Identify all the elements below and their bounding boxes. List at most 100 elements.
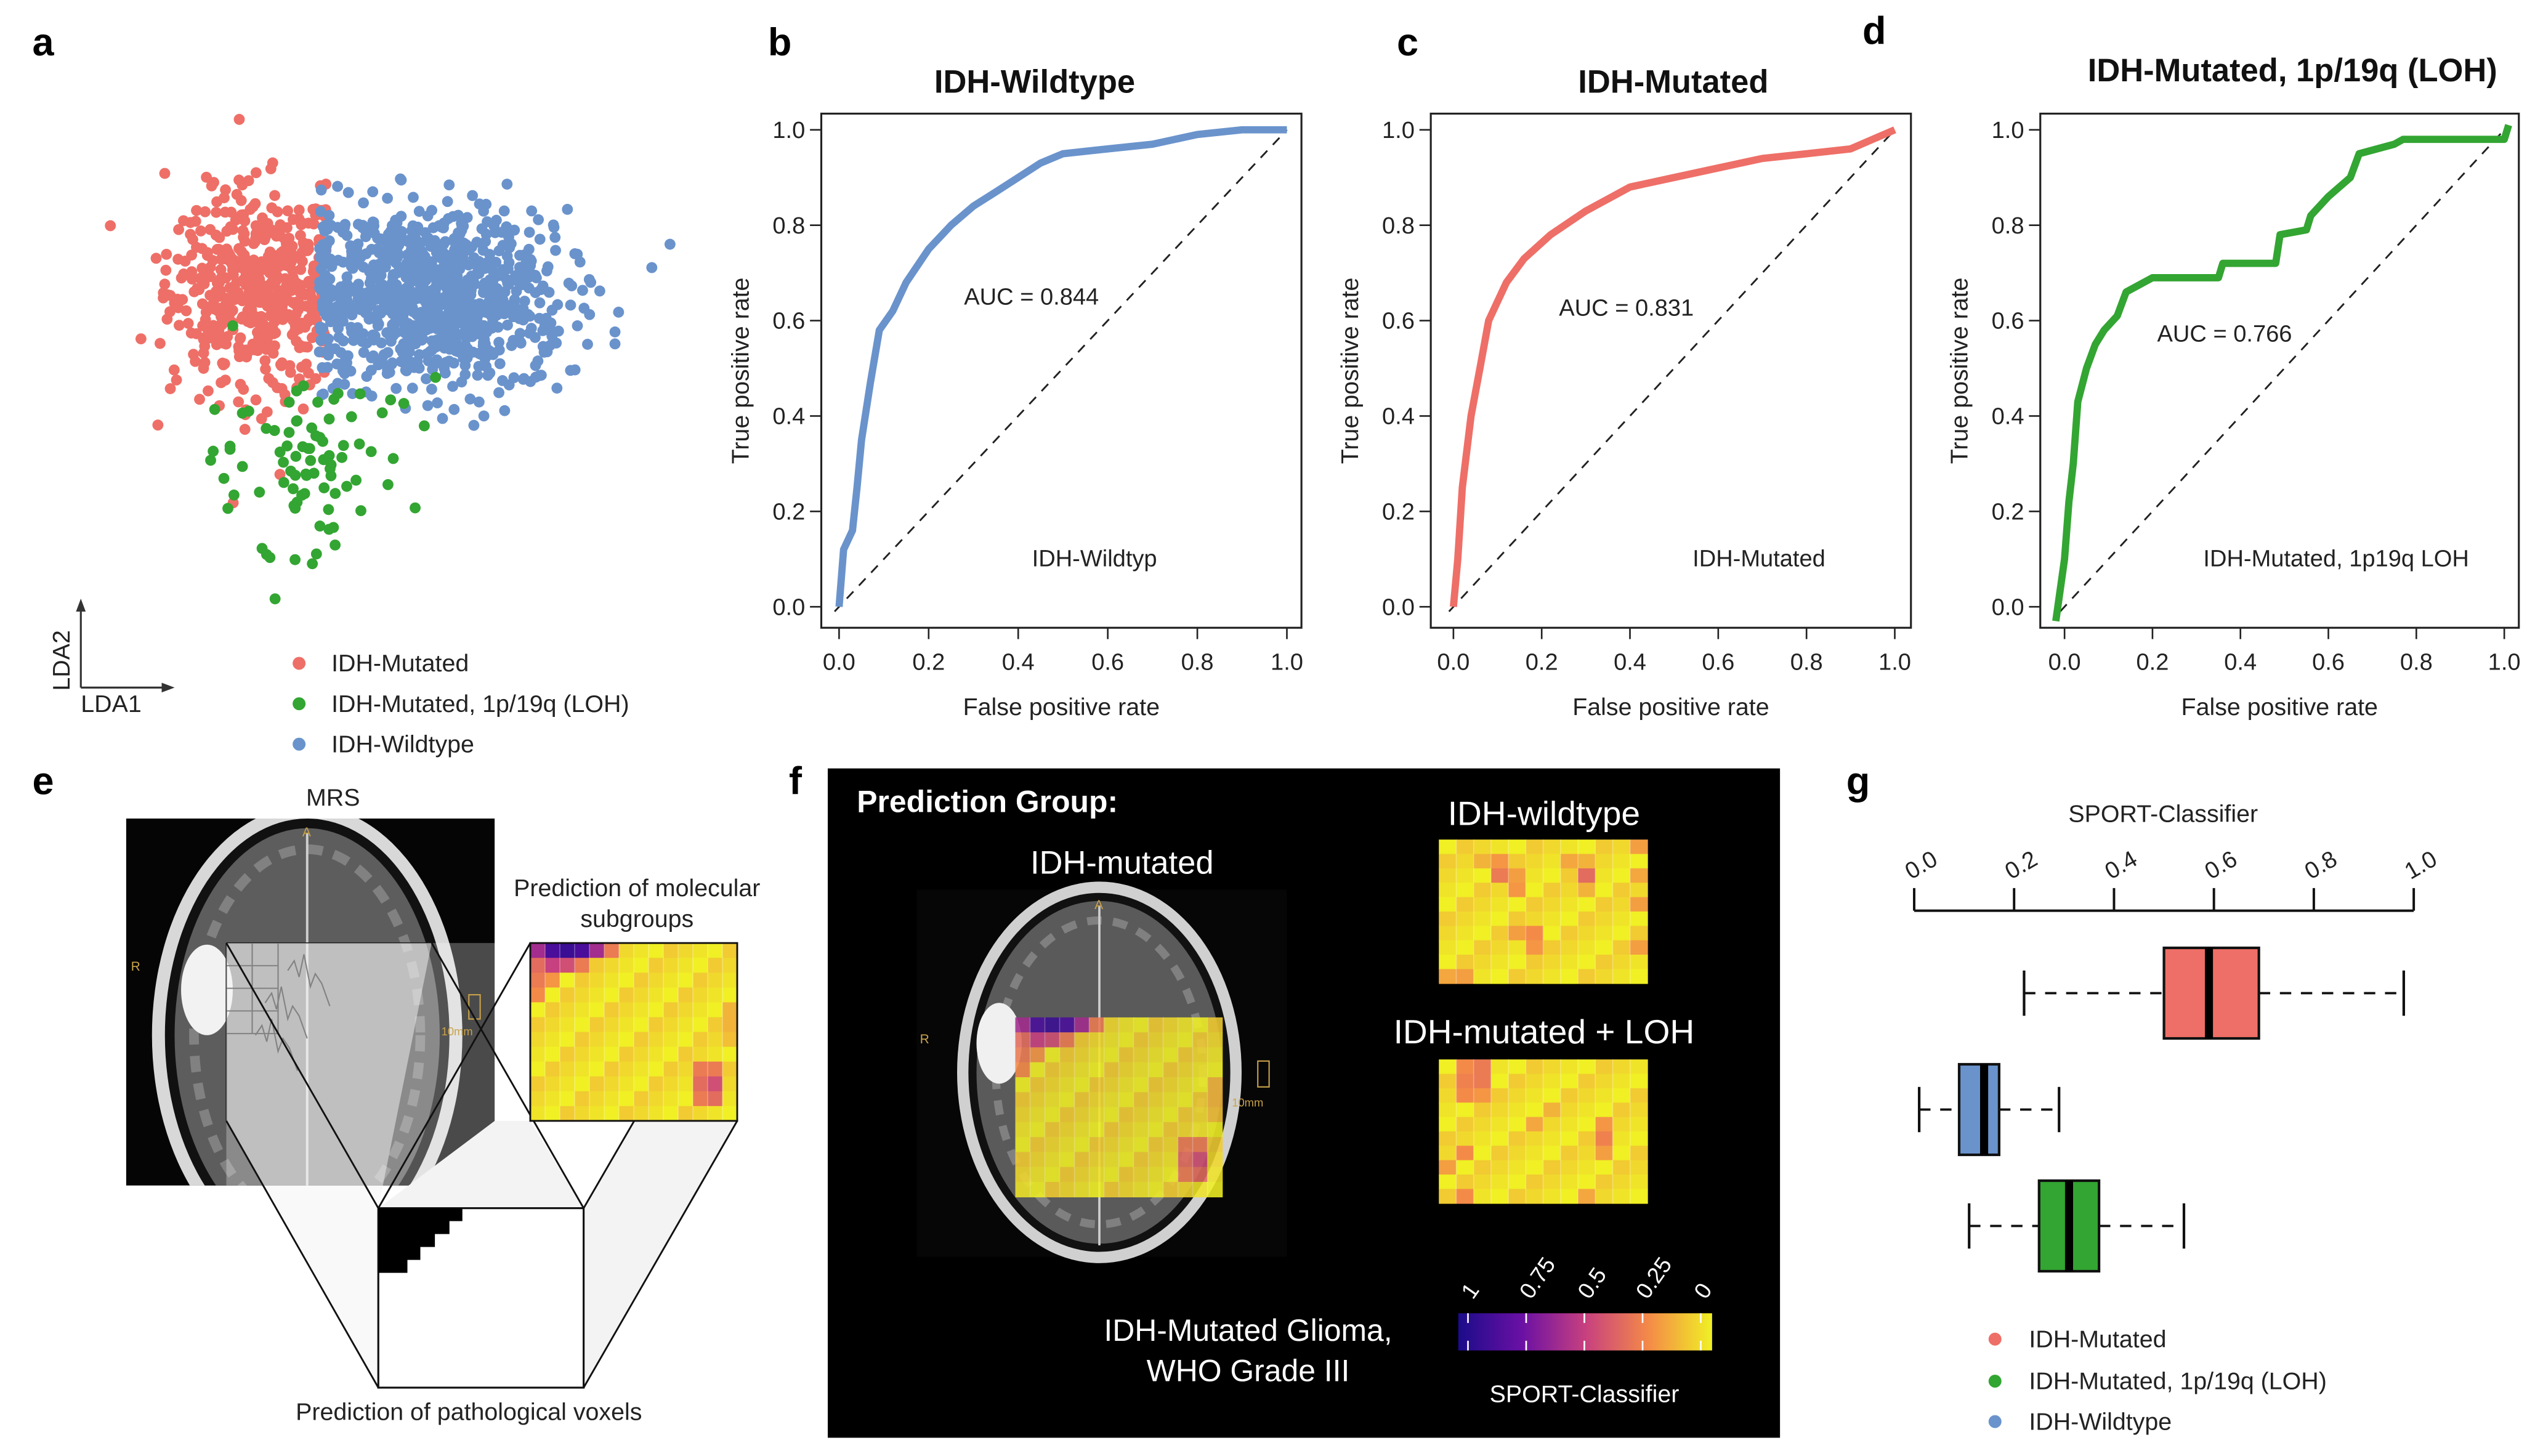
scatter-point-mutated bbox=[247, 201, 259, 212]
heatmap-cell bbox=[1163, 1152, 1179, 1168]
heatmap-cell bbox=[619, 1061, 634, 1077]
heatmap-cell bbox=[1560, 955, 1579, 970]
heatmap-cell bbox=[1543, 1059, 1561, 1075]
heatmap-cell bbox=[1439, 1175, 1457, 1190]
heatmap-cell bbox=[1163, 1181, 1179, 1198]
heatmap-cell bbox=[663, 1076, 679, 1092]
heatmap-cell bbox=[1207, 1152, 1223, 1168]
heatmap-cell bbox=[1192, 1077, 1208, 1093]
scatter-point-mutated bbox=[168, 364, 180, 376]
scatter-point-wildtype bbox=[319, 333, 331, 345]
heatmap-cell bbox=[1045, 1167, 1061, 1183]
scatter-point-mutated bbox=[299, 289, 310, 301]
scatter-point-mutated bbox=[186, 266, 198, 278]
heatmap-cell bbox=[1560, 1131, 1579, 1147]
heatmap-cell bbox=[1578, 1146, 1596, 1161]
heatmap-cell bbox=[1015, 1152, 1031, 1168]
scatter-point-mutated bbox=[172, 293, 183, 305]
scatter-point-mutated bbox=[294, 230, 306, 241]
heatmap-cell bbox=[1578, 1117, 1596, 1132]
x-tick-label: 1.0 bbox=[1271, 650, 1303, 676]
scatter-point-wildtype bbox=[551, 338, 562, 349]
scatter-point-wildtype bbox=[448, 330, 460, 341]
heatmap-cell bbox=[1148, 1077, 1164, 1093]
x-tick-label: 0.8 bbox=[1181, 650, 1214, 676]
scatter-point-mutated bbox=[198, 363, 209, 374]
scatter-point-mutated bbox=[271, 308, 282, 320]
heatmap-cell bbox=[1595, 1059, 1614, 1075]
scatter-point-mutated bbox=[213, 286, 225, 297]
scatter-point-wildtype bbox=[408, 362, 420, 373]
heatmap-cell bbox=[1630, 1146, 1648, 1161]
scatter-point-loh bbox=[312, 397, 323, 408]
scatter-point-loh bbox=[385, 394, 397, 406]
heatmap-cell bbox=[574, 1061, 590, 1077]
heatmap-cell bbox=[560, 958, 575, 974]
scatter-point-wildtype bbox=[550, 245, 561, 256]
scatter-point-mutated bbox=[242, 316, 254, 327]
heatmap-cell bbox=[1133, 1032, 1149, 1048]
scatter-point-mutated bbox=[304, 300, 315, 312]
heatmap-cell bbox=[1059, 1077, 1075, 1093]
heatmap-cell bbox=[1192, 1062, 1208, 1078]
heatmap-cell bbox=[1578, 1131, 1596, 1147]
heatmap-cell bbox=[1089, 1137, 1105, 1153]
heatmap-cell bbox=[1560, 1146, 1579, 1161]
scatter-point-mutated bbox=[154, 338, 166, 349]
heatmap-cell bbox=[1508, 969, 1527, 984]
heatmap-cell bbox=[1192, 1137, 1208, 1153]
heatmap-cell bbox=[693, 973, 708, 989]
heatmap-cell bbox=[530, 1017, 546, 1033]
scatter-point-mutated bbox=[285, 366, 296, 378]
heatmap-cell bbox=[678, 958, 693, 974]
roc-curve bbox=[835, 126, 1287, 607]
lda-scatter-plot bbox=[105, 113, 676, 605]
x-tick-label: 0.6 bbox=[1091, 650, 1124, 676]
heatmap-cell bbox=[530, 1076, 546, 1092]
heatmap-cell bbox=[1526, 1059, 1544, 1075]
heatmap-cell bbox=[1015, 1047, 1031, 1063]
heatmap-cell bbox=[1612, 883, 1631, 898]
heatmap-cell bbox=[1526, 1074, 1544, 1089]
scatter-point-wildtype bbox=[382, 193, 394, 204]
scatter-point-wildtype bbox=[382, 364, 394, 376]
heatmap-cell bbox=[1178, 1152, 1194, 1168]
scatter-point-mutated bbox=[185, 327, 197, 339]
scatter-point-wildtype bbox=[332, 180, 343, 192]
heatmap-cell bbox=[530, 1002, 546, 1018]
scatter-point-wildtype bbox=[323, 209, 335, 221]
scatter-point-wildtype bbox=[358, 197, 369, 209]
heatmap-cell bbox=[1030, 1092, 1046, 1108]
heatmap-cell bbox=[708, 1046, 723, 1062]
heatmap-cell bbox=[1473, 883, 1492, 898]
heatmap-cell bbox=[1207, 1181, 1223, 1198]
heatmap-cell bbox=[560, 987, 575, 1003]
diagnosis-line1: IDH-Mutated Glioma, bbox=[1104, 1313, 1392, 1348]
heatmap-cell bbox=[1148, 1107, 1164, 1123]
heatmap-cell bbox=[1192, 1047, 1208, 1063]
heatmap-cell bbox=[1059, 1017, 1075, 1033]
scatter-point-loh bbox=[290, 451, 302, 462]
heatmap-cell bbox=[1473, 955, 1492, 970]
heatmap-cell bbox=[1456, 1074, 1474, 1089]
scatter-point-loh bbox=[261, 423, 272, 434]
heatmap-cell bbox=[1508, 940, 1527, 955]
heatmap-cell bbox=[1163, 1032, 1179, 1048]
panel-e: e MRS A R 10mm bbox=[33, 760, 761, 1426]
heatmap-cell bbox=[1595, 1102, 1614, 1118]
pathological-voxel-map bbox=[377, 1207, 585, 1389]
heatmap-cell bbox=[1439, 868, 1457, 883]
heatmap-cell bbox=[1074, 1107, 1090, 1123]
heatmap-cell bbox=[1612, 1088, 1631, 1103]
heatmap-cell bbox=[1456, 868, 1474, 883]
heatmap-cell bbox=[530, 943, 546, 958]
scatter-point-mutated bbox=[250, 272, 262, 284]
legend-dot-wildtype bbox=[293, 737, 306, 751]
scatter-point-mutated bbox=[233, 243, 245, 254]
heatmap-cell bbox=[545, 958, 560, 974]
scatter-point-mutated bbox=[248, 341, 260, 353]
heatmap-cell bbox=[1118, 1152, 1134, 1168]
scatter-point-mutated bbox=[303, 275, 315, 287]
heatmap-cell bbox=[1089, 1092, 1105, 1108]
scatter-point-wildtype bbox=[422, 210, 434, 222]
